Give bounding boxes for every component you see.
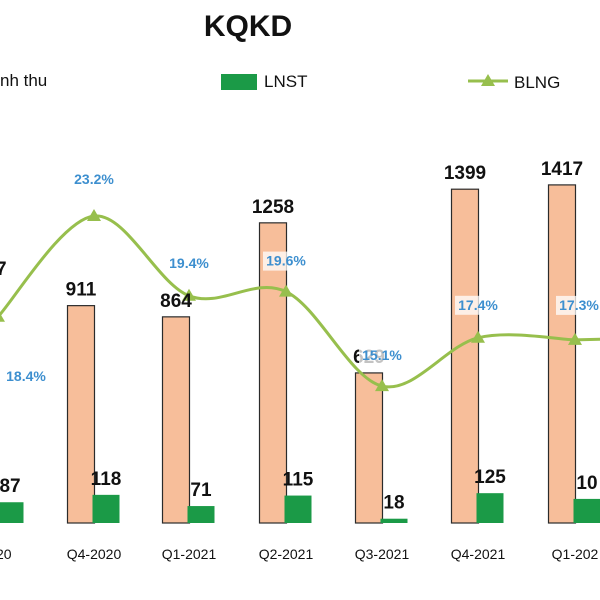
margin-value-label: 19.4%	[169, 255, 209, 271]
revenue-bar	[66, 305, 96, 524]
profit-value-label: 10	[576, 473, 597, 494]
x-tick-label: 2020	[0, 546, 12, 562]
x-tick-label: Q2-2021	[259, 546, 314, 562]
revenue-value-label-partial: 7	[0, 259, 7, 280]
profit-bar	[380, 518, 408, 523]
margin-label-bg	[455, 295, 501, 315]
margin-value-label: 23.2%	[74, 171, 114, 187]
profit-value-label: 115	[283, 470, 314, 491]
margin-value-label: 15.1%	[362, 347, 402, 363]
revenue-value-label: 1258	[252, 197, 294, 218]
margin-label-bg	[263, 251, 309, 271]
margin-point	[279, 284, 293, 297]
profit-bar	[0, 502, 24, 523]
profit-bar	[187, 506, 215, 523]
profit-bar	[284, 495, 312, 523]
margin-point	[87, 209, 101, 221]
x-tick-label: Q1-2021	[162, 546, 217, 562]
legend: nh thu LNST BLNG	[0, 71, 560, 92]
margin-point	[375, 379, 389, 392]
margin-label-bg	[359, 346, 405, 366]
bars-layer	[0, 184, 600, 524]
revenue-bar	[547, 184, 577, 524]
revenue-value-label: 911	[66, 280, 97, 301]
margin-value-label: 17.3%	[559, 297, 599, 313]
x-tick-label: Q3-2021	[355, 546, 410, 562]
x-axis-ticks: 2020 Q4-2020 Q1-2021 Q2-2021 Q3-2021 Q4-2021 Q…	[0, 546, 599, 562]
margin-label-bg	[556, 295, 600, 315]
revenue-bar	[161, 316, 191, 524]
profit-value-label: 87	[0, 476, 21, 497]
margin-value-label: 18.4%	[6, 368, 46, 384]
legend-marker-margin-icon	[481, 74, 495, 86]
margin-point	[182, 288, 196, 301]
legend-label-profit: LNST	[264, 72, 307, 91]
profit-value-label: 125	[474, 467, 506, 488]
margin-point	[0, 313, 5, 322]
margin-point	[471, 330, 485, 343]
revenue-bar	[258, 222, 288, 524]
x-tick-label: Q4-2021	[451, 546, 506, 562]
revenue-value-label: 1417	[541, 159, 583, 180]
revenue-value-label: 1399	[444, 163, 486, 184]
legend-swatch-profit	[221, 74, 257, 90]
margin-label-bg	[71, 170, 117, 189]
revenue-bar	[354, 372, 384, 524]
x-tick-label: Q4-2020	[67, 546, 122, 562]
revenue-value-label: 864	[160, 291, 192, 312]
margin-point	[568, 332, 582, 345]
labels-layer: 9118641258629139914177871187111518125101…	[0, 159, 600, 514]
margin-label-bg	[3, 366, 49, 386]
x-tick-label: Q1-202	[552, 546, 599, 562]
profit-bar	[573, 498, 600, 523]
profit-value-label: 18	[383, 493, 404, 514]
profit-value-label: 118	[91, 469, 122, 490]
margin-label-bg	[166, 253, 212, 273]
profit-bar	[92, 494, 120, 523]
profit-value-label: 71	[190, 480, 212, 501]
margin-value-label: 19.6%	[266, 253, 306, 269]
revenue-bar	[450, 188, 480, 524]
legend-label-margin: BLNG	[514, 73, 560, 92]
line-layer	[0, 209, 600, 392]
margin-value-label: 17.4%	[458, 297, 498, 313]
profit-bar	[476, 493, 504, 523]
legend-label-revenue: nh thu	[0, 71, 47, 90]
chart-title: KQKD	[204, 10, 292, 43]
